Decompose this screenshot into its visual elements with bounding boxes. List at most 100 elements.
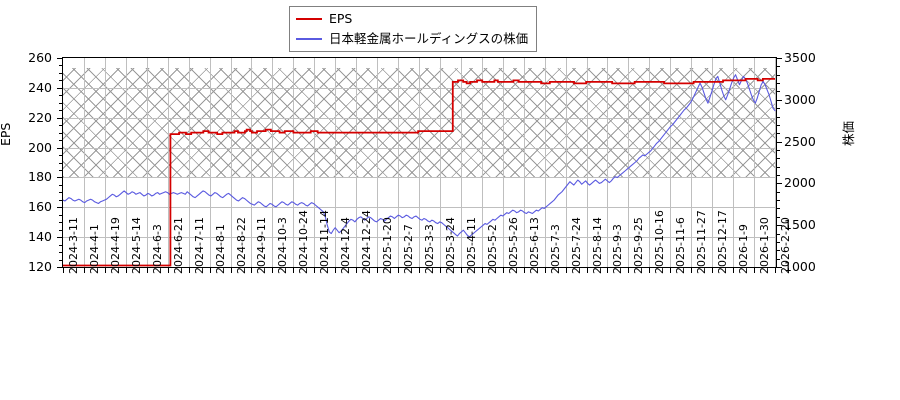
gridline-vertical [210, 58, 211, 267]
y-axis-left-minor-tick [59, 140, 63, 141]
x-axis-tick-label: 2025-1-20 [381, 217, 394, 274]
y-axis-right-minor-tick [776, 158, 780, 159]
x-axis-tick-label: 2024-12-24 [360, 210, 373, 274]
y-axis-left-tick [57, 207, 63, 208]
gridline-vertical [251, 58, 252, 267]
legend-item-stock-price: 日本軽金属ホールディングスの株価 [296, 30, 528, 47]
x-axis-tick-label: 2025-5-2 [486, 224, 499, 274]
x-axis-tick [293, 267, 294, 273]
y-axis-left-minor-tick [59, 80, 63, 81]
x-axis-tick [775, 267, 776, 273]
y-axis-right-minor-tick [776, 91, 780, 92]
gridline-vertical [105, 58, 106, 267]
y-axis-right-tick-label: 1500 [784, 217, 816, 232]
gridline-vertical [377, 58, 378, 267]
x-axis-tick-label: 2025-7-3 [549, 224, 562, 274]
x-axis-tick-label: 2026-2-20 [779, 217, 792, 274]
plot-inner [63, 58, 776, 267]
gridline-vertical [691, 58, 692, 267]
x-axis-tick-label: 2025-3-24 [444, 217, 457, 274]
series-line-eps [63, 77, 775, 267]
x-axis-tick-label: 2024-3-11 [67, 217, 80, 274]
x-axis-tick-label: 2025-12-17 [716, 210, 729, 274]
x-axis-tick-label: 2026-1-30 [758, 217, 771, 274]
gridline-vertical [607, 58, 608, 267]
gridline-vertical [566, 58, 567, 267]
x-axis-tick-label: 2024-5-14 [130, 217, 143, 274]
y-axis-right-minor-tick [776, 108, 780, 109]
y-axis-right-minor-tick [776, 242, 780, 243]
x-axis-tick-label: 2024-6-21 [172, 217, 185, 274]
y-axis-right-minor-tick [776, 83, 780, 84]
y-axis-right-minor-tick [776, 250, 780, 251]
y-axis-right-tick-label: 2500 [784, 134, 816, 149]
x-axis-tick-label: 2024-4-1 [88, 224, 101, 274]
x-axis-tick [440, 267, 441, 273]
x-axis-tick [377, 267, 378, 273]
y-axis-left-tick [57, 177, 63, 178]
gridline-vertical [189, 58, 190, 267]
y-axis-left-minor-tick [59, 110, 63, 111]
x-axis-tick [210, 267, 211, 273]
x-axis-tick [712, 267, 713, 273]
y-axis-left-minor-tick [59, 230, 63, 231]
y-axis-left-tick [57, 58, 63, 59]
y-axis-right-minor-tick [776, 234, 780, 235]
x-axis-tick-label: 2025-9-3 [611, 224, 624, 274]
y-axis-right-minor-tick [776, 66, 780, 67]
y-axis-right-tick-label: 1000 [784, 259, 816, 274]
x-axis-tick [314, 267, 315, 273]
legend-item-eps: EPS [296, 10, 528, 27]
y-axis-right-minor-tick [776, 75, 780, 76]
y-axis-left-minor-tick [59, 95, 63, 96]
x-axis-tick-label: 2024-8-1 [214, 224, 227, 274]
x-axis-tick [105, 267, 106, 273]
gridline-vertical [503, 58, 504, 267]
x-axis-tick [126, 267, 127, 273]
gridline-vertical [335, 58, 336, 267]
y-axis-right-tick [776, 183, 782, 184]
gridline-vertical [754, 58, 755, 267]
y-axis-left-minor-tick [59, 73, 63, 74]
gridline-vertical [670, 58, 671, 267]
x-axis-tick [566, 267, 567, 273]
x-axis-tick [545, 267, 546, 273]
x-axis-tick [503, 267, 504, 273]
y-axis-left-minor-tick [59, 133, 63, 134]
x-axis-tick-label: 2024-10-24 [297, 210, 310, 274]
gridline-vertical [524, 58, 525, 267]
x-axis-tick [251, 267, 252, 273]
x-axis-tick-label: 2025-6-13 [528, 217, 541, 274]
x-axis-tick [524, 267, 525, 273]
y-axis-left-minor-tick [59, 222, 63, 223]
gridline-vertical [733, 58, 734, 267]
y-axis-left-tick-label: 260 [28, 50, 52, 65]
y-axis-left-minor-tick [59, 260, 63, 261]
x-axis-tick-label: 2026-1-9 [737, 224, 750, 274]
y-axis-left-minor-tick [59, 245, 63, 246]
y-axis-left-minor-tick [59, 155, 63, 156]
y-axis-right-minor-tick [776, 175, 780, 176]
y-axis-right-minor-tick [776, 192, 780, 193]
x-axis-tick [587, 267, 588, 273]
y-axis-right-tick-label: 3500 [784, 50, 816, 65]
y-axis-left-tick [57, 118, 63, 119]
x-axis-tick [147, 267, 148, 273]
x-axis-tick [461, 267, 462, 273]
x-axis-tick-label: 2024-12-4 [339, 217, 352, 274]
gridline-vertical [356, 58, 357, 267]
y-axis-left-tick-label: 120 [28, 259, 52, 274]
x-axis-tick [356, 267, 357, 273]
y-axis-left-tick-label: 140 [28, 229, 52, 244]
y-axis-left-tick [57, 237, 63, 238]
y-axis-left-minor-tick [59, 185, 63, 186]
x-axis-tick-label: 2024-8-22 [235, 217, 248, 274]
y-axis-left-minor-tick [59, 170, 63, 171]
x-axis-tick [335, 267, 336, 273]
y-axis-right-minor-tick [776, 167, 780, 168]
gridline-vertical [231, 58, 232, 267]
legend-label-stock-price: 日本軽金属ホールディングスの株価 [329, 31, 529, 46]
line-swatch-red-icon [296, 17, 322, 20]
x-axis-tick [272, 267, 273, 273]
